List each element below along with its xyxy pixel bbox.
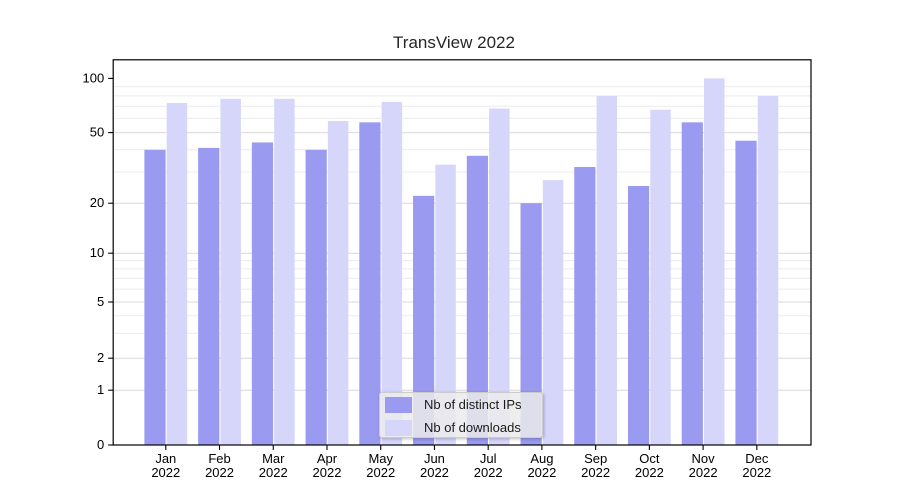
svg-text:Sep: Sep bbox=[584, 451, 607, 466]
svg-text:2022: 2022 bbox=[151, 465, 180, 480]
svg-text:5: 5 bbox=[97, 294, 104, 309]
svg-text:2022: 2022 bbox=[689, 465, 718, 480]
svg-text:50: 50 bbox=[90, 125, 104, 140]
svg-text:Apr: Apr bbox=[317, 451, 338, 466]
svg-text:100: 100 bbox=[82, 70, 104, 85]
svg-text:May: May bbox=[368, 451, 393, 466]
svg-text:Nov: Nov bbox=[692, 451, 716, 466]
svg-text:Jul: Jul bbox=[480, 451, 497, 466]
svg-text:Aug: Aug bbox=[530, 451, 553, 466]
svg-text:2022: 2022 bbox=[635, 465, 664, 480]
svg-text:2: 2 bbox=[97, 350, 104, 365]
svg-text:Oct: Oct bbox=[639, 451, 660, 466]
svg-text:Jun: Jun bbox=[424, 451, 445, 466]
svg-text:2022: 2022 bbox=[527, 465, 556, 480]
svg-text:Dec: Dec bbox=[745, 451, 769, 466]
svg-text:2022: 2022 bbox=[366, 465, 395, 480]
svg-text:20: 20 bbox=[90, 195, 104, 210]
svg-text:2022: 2022 bbox=[313, 465, 342, 480]
svg-text:1: 1 bbox=[97, 382, 104, 397]
svg-text:2022: 2022 bbox=[742, 465, 771, 480]
svg-text:2022: 2022 bbox=[581, 465, 610, 480]
svg-text:0: 0 bbox=[97, 437, 104, 452]
svg-text:Feb: Feb bbox=[208, 451, 230, 466]
svg-text:2022: 2022 bbox=[259, 465, 288, 480]
svg-text:10: 10 bbox=[90, 245, 104, 260]
svg-text:Jan: Jan bbox=[155, 451, 176, 466]
svg-text:2022: 2022 bbox=[474, 465, 503, 480]
svg-text:2022: 2022 bbox=[205, 465, 234, 480]
svg-text:Mar: Mar bbox=[262, 451, 285, 466]
svg-text:2022: 2022 bbox=[420, 465, 449, 480]
